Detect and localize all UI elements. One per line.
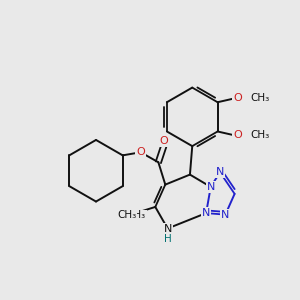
Text: CH₃: CH₃ xyxy=(128,210,146,220)
Text: CH₃: CH₃ xyxy=(118,210,137,220)
Text: H: H xyxy=(164,234,172,244)
Text: N: N xyxy=(202,208,210,218)
Text: N: N xyxy=(216,167,224,177)
Text: N: N xyxy=(206,182,215,192)
Text: O: O xyxy=(233,130,242,140)
Text: O: O xyxy=(136,147,145,157)
Text: N: N xyxy=(221,210,230,220)
Text: CH₃: CH₃ xyxy=(251,130,270,140)
Text: CH₃: CH₃ xyxy=(251,93,270,103)
Text: O: O xyxy=(233,93,242,103)
Text: O: O xyxy=(159,136,168,146)
Text: N: N xyxy=(164,224,172,233)
